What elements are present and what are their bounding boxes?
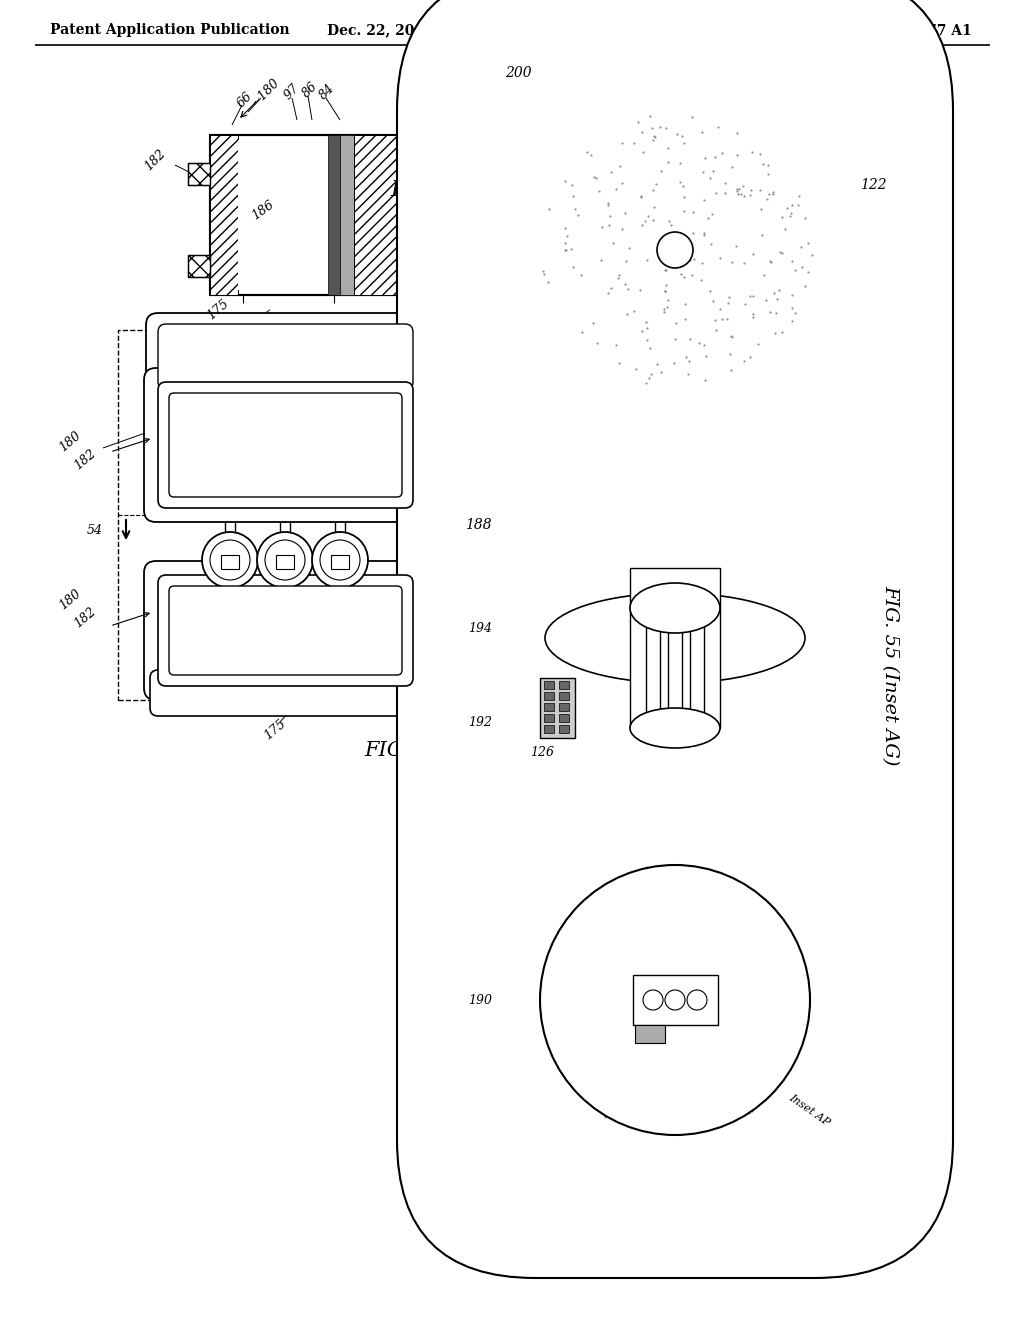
Text: 175: 175 bbox=[205, 297, 231, 322]
Bar bbox=[544, 714, 554, 722]
Text: FIG. 55 (Inset AG): FIG. 55 (Inset AG) bbox=[881, 585, 899, 766]
Bar bbox=[276, 554, 294, 569]
Bar bbox=[328, 135, 340, 294]
Text: ~180: ~180 bbox=[248, 75, 282, 108]
Bar bbox=[210, 135, 238, 294]
Text: 84: 84 bbox=[316, 82, 337, 102]
Text: ~136: ~136 bbox=[258, 430, 292, 444]
Text: FIG. 53: FIG. 53 bbox=[365, 741, 443, 759]
Text: 192: 192 bbox=[468, 717, 492, 730]
Text: 188: 188 bbox=[465, 517, 492, 532]
Text: 200: 200 bbox=[505, 66, 531, 81]
FancyBboxPatch shape bbox=[158, 576, 413, 686]
Circle shape bbox=[319, 540, 360, 579]
Text: 122: 122 bbox=[860, 178, 887, 191]
Text: 186: 186 bbox=[478, 424, 505, 450]
Ellipse shape bbox=[630, 708, 720, 748]
FancyBboxPatch shape bbox=[169, 393, 402, 498]
Circle shape bbox=[202, 532, 258, 587]
Bar bbox=[544, 725, 554, 733]
Text: 185: 185 bbox=[252, 308, 279, 333]
Circle shape bbox=[657, 232, 693, 268]
Bar bbox=[544, 704, 554, 711]
Ellipse shape bbox=[630, 583, 720, 634]
Bar bbox=[559, 692, 569, 700]
Bar bbox=[559, 725, 569, 733]
Text: Sheet 38 of 107: Sheet 38 of 107 bbox=[539, 22, 662, 37]
Circle shape bbox=[257, 532, 313, 587]
Text: 180: 180 bbox=[56, 429, 83, 454]
Circle shape bbox=[312, 532, 368, 587]
Bar bbox=[559, 714, 569, 722]
FancyBboxPatch shape bbox=[397, 0, 953, 1278]
Bar bbox=[238, 140, 328, 290]
Bar bbox=[646, 609, 660, 729]
Bar bbox=[668, 609, 682, 729]
Text: 182: 182 bbox=[142, 147, 168, 173]
Text: US 2011/0312077 A1: US 2011/0312077 A1 bbox=[808, 22, 972, 37]
Bar bbox=[340, 135, 354, 294]
Text: 182: 182 bbox=[72, 606, 98, 631]
Bar bbox=[354, 135, 400, 294]
Text: 66: 66 bbox=[234, 90, 255, 111]
Bar bbox=[559, 704, 569, 711]
FancyBboxPatch shape bbox=[158, 323, 413, 389]
Circle shape bbox=[665, 990, 685, 1010]
Text: Inset AP: Inset AP bbox=[787, 1093, 831, 1127]
Bar bbox=[188, 255, 210, 277]
Text: 182: 182 bbox=[72, 447, 98, 473]
Bar bbox=[690, 609, 705, 729]
Text: 186: 186 bbox=[250, 198, 276, 222]
Circle shape bbox=[210, 540, 250, 579]
Circle shape bbox=[265, 540, 305, 579]
FancyBboxPatch shape bbox=[150, 671, 421, 715]
Text: FIG. 54: FIG. 54 bbox=[390, 180, 474, 201]
Text: 190: 190 bbox=[468, 994, 492, 1006]
Bar bbox=[544, 692, 554, 700]
Circle shape bbox=[687, 990, 707, 1010]
Bar bbox=[540, 678, 575, 738]
Ellipse shape bbox=[545, 593, 805, 682]
Bar bbox=[188, 162, 210, 185]
Bar bbox=[630, 568, 720, 729]
Bar bbox=[559, 681, 569, 689]
Text: 180: 180 bbox=[56, 587, 83, 612]
Text: Dec. 22, 2011: Dec. 22, 2011 bbox=[327, 22, 433, 37]
Text: 184: 184 bbox=[276, 314, 303, 339]
Bar bbox=[331, 554, 349, 569]
Text: 126: 126 bbox=[530, 747, 554, 759]
Bar bbox=[633, 975, 718, 1026]
Circle shape bbox=[540, 865, 810, 1135]
Bar bbox=[635, 1026, 665, 1043]
Bar bbox=[118, 330, 453, 700]
Bar bbox=[210, 135, 400, 294]
Text: 87: 87 bbox=[210, 317, 230, 337]
Text: 97: 97 bbox=[282, 82, 302, 102]
Bar bbox=[188, 162, 210, 185]
FancyBboxPatch shape bbox=[158, 381, 413, 508]
Text: 86: 86 bbox=[300, 79, 321, 100]
Text: 54: 54 bbox=[87, 524, 103, 536]
Text: Patent Application Publication: Patent Application Publication bbox=[50, 22, 290, 37]
Bar bbox=[515, 90, 835, 1160]
FancyBboxPatch shape bbox=[169, 586, 402, 675]
Text: 194: 194 bbox=[468, 622, 492, 635]
Text: 175: 175 bbox=[261, 717, 289, 743]
FancyBboxPatch shape bbox=[144, 368, 427, 521]
FancyBboxPatch shape bbox=[144, 561, 427, 700]
Text: ~136: ~136 bbox=[258, 615, 292, 628]
Bar bbox=[221, 554, 239, 569]
FancyBboxPatch shape bbox=[146, 313, 425, 403]
Bar bbox=[188, 255, 210, 277]
Circle shape bbox=[643, 990, 663, 1010]
Bar bbox=[544, 681, 554, 689]
Text: 54: 54 bbox=[468, 524, 484, 536]
Bar bbox=[510, 84, 840, 1166]
